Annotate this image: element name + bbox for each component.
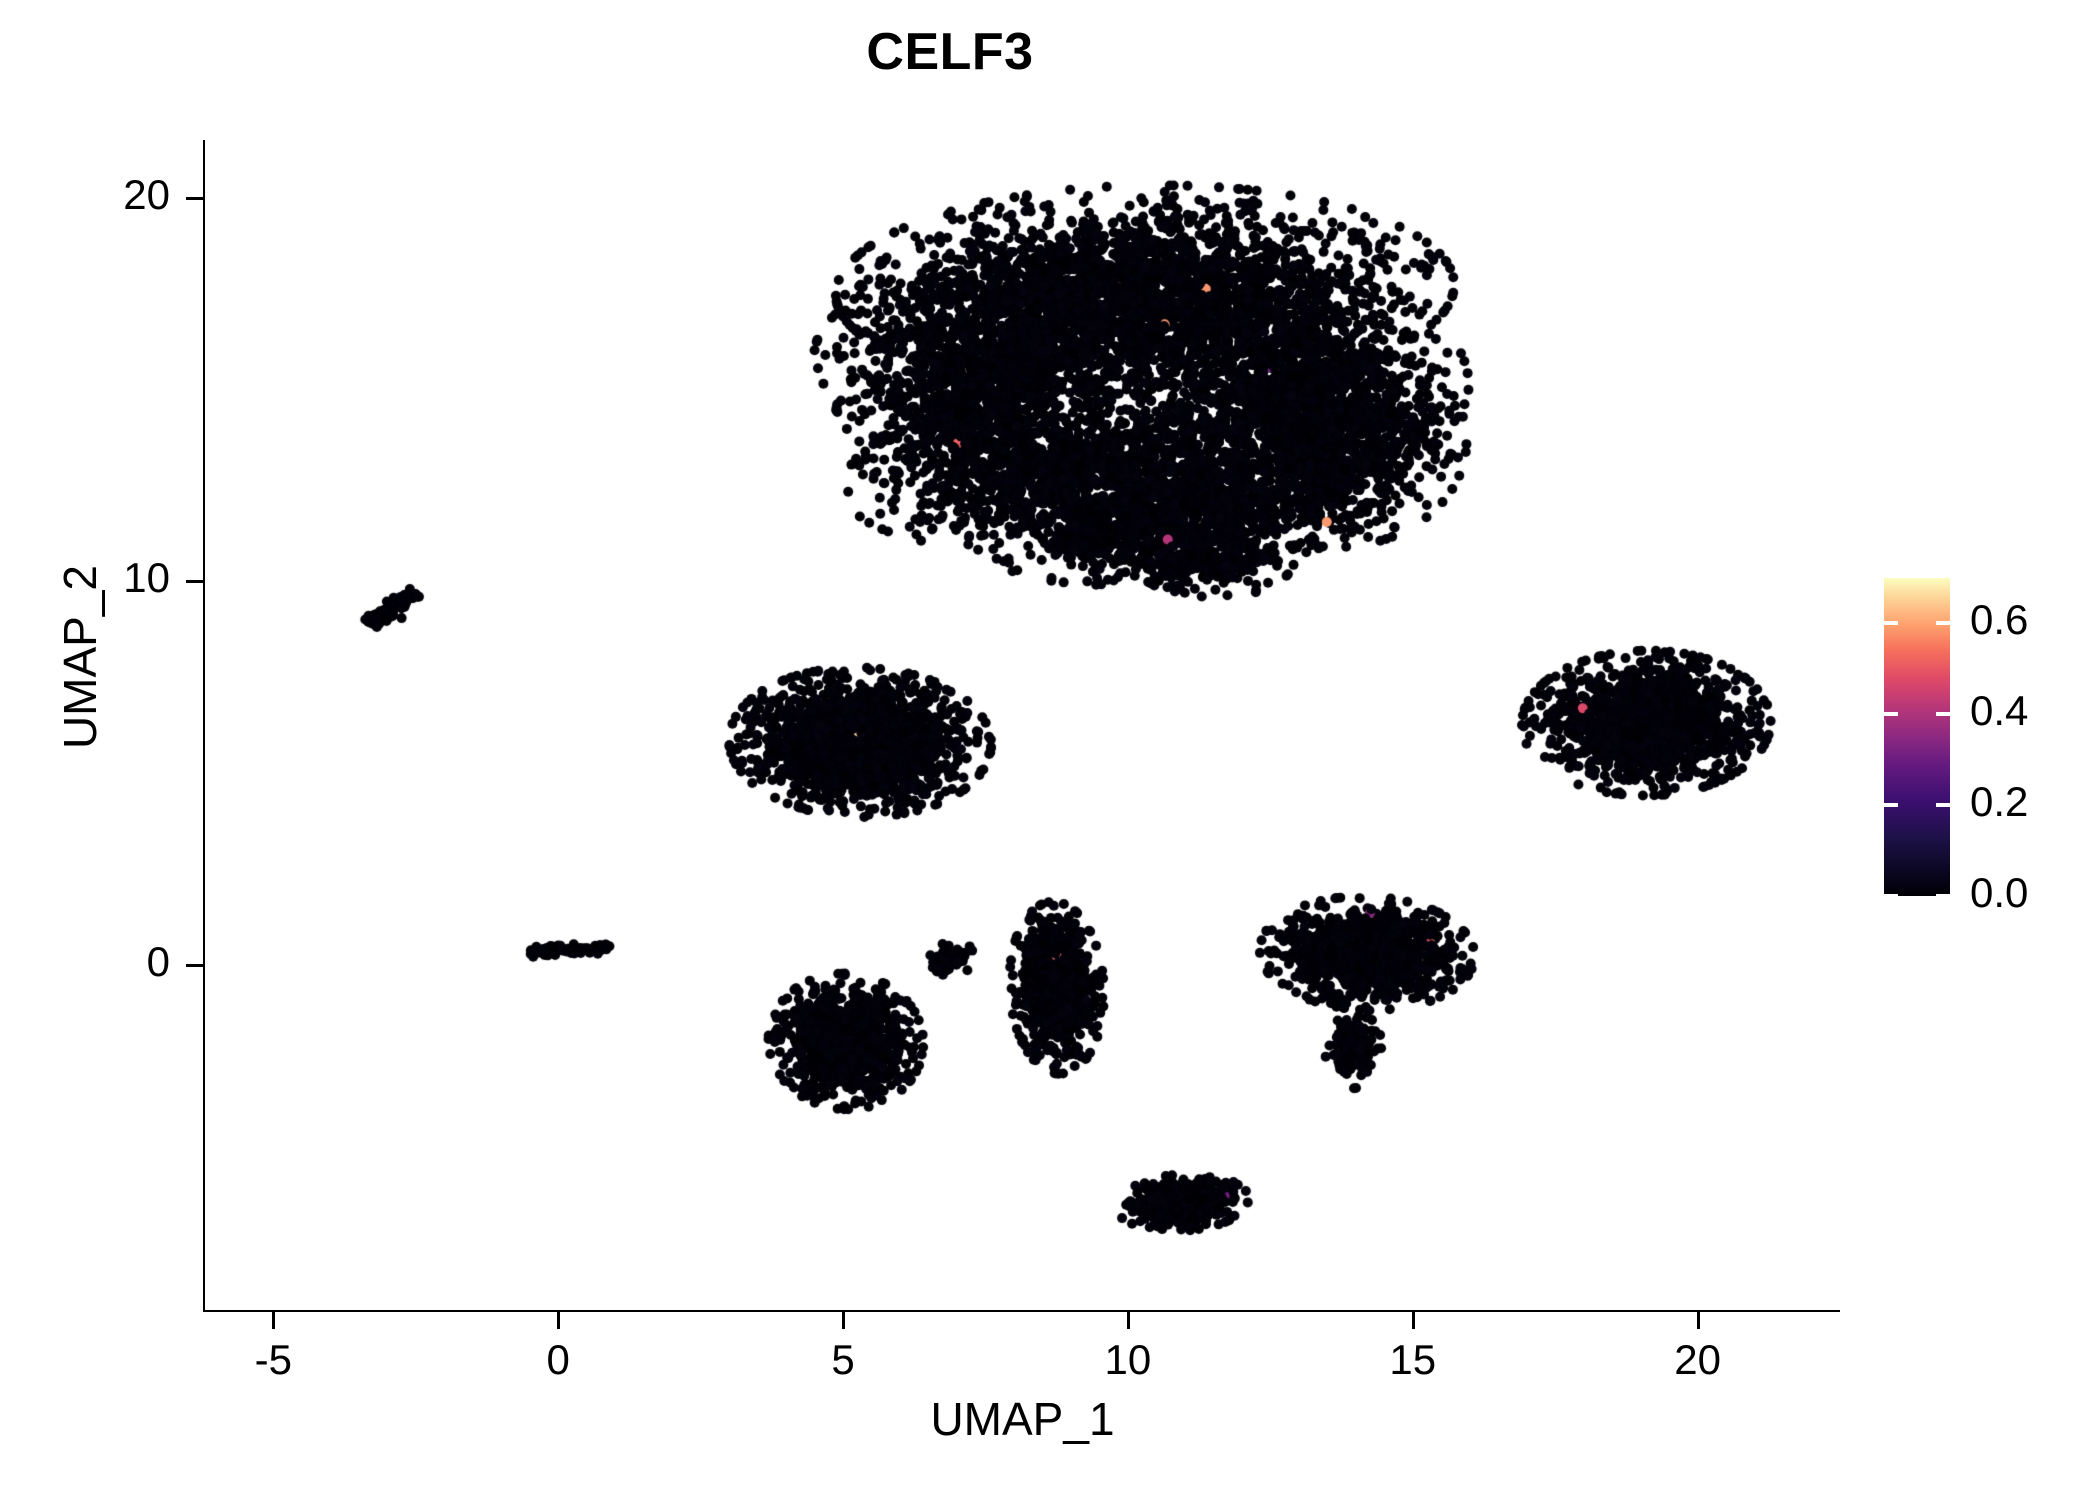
x-tick-label: 10 <box>1104 1336 1152 1383</box>
plot-panel <box>205 140 1840 1310</box>
x-tick-mark <box>1696 1312 1700 1329</box>
x-tick-label: 5 <box>831 1336 855 1383</box>
x-tick-label: 0 <box>546 1336 570 1383</box>
y-axis-title: UMAP_2 <box>54 564 106 750</box>
colorbar-tick-label: 0.2 <box>1970 778 2029 826</box>
x-tick-mark <box>842 1312 846 1329</box>
colorbar-tick <box>1884 894 1898 898</box>
y-tick-label: 20 <box>123 170 170 218</box>
x-tick-mark <box>1126 1312 1130 1329</box>
colorbar-legend: 0.6 0.4 0.2 0.0 <box>1884 578 2084 916</box>
colorbar-tick-label: 0.6 <box>1970 596 2029 644</box>
y-tick-label: 10 <box>123 554 170 602</box>
colorbar-tick <box>1936 894 1950 898</box>
colorbar-tick <box>1936 803 1950 808</box>
colorbar-tick <box>1936 621 1950 626</box>
colorbar-tick <box>1884 621 1898 626</box>
colorbar-tick-label: 0.4 <box>1970 687 2029 735</box>
y-tick-mark <box>186 580 203 584</box>
x-tick-mark <box>1411 1312 1415 1329</box>
x-tick-mark <box>272 1312 276 1329</box>
x-tick-label: 15 <box>1389 1336 1437 1383</box>
colorbar-tick <box>1936 712 1950 717</box>
colorbar-tick-label: 0.0 <box>1970 869 2029 916</box>
page-title: CELF3 <box>866 23 1034 81</box>
x-tick-label: -5 <box>254 1336 293 1383</box>
x-axis-title: UMAP_1 <box>930 1393 1115 1445</box>
y-tick-label: 0 <box>146 937 170 985</box>
x-axis-line <box>203 1308 1840 1312</box>
y-tick-mark <box>186 196 203 200</box>
x-tick-label: 20 <box>1674 1336 1721 1383</box>
colorbar-tick <box>1884 712 1898 717</box>
scatter-canvas <box>205 140 1840 1310</box>
colorbar-tick <box>1884 803 1898 808</box>
colorbar-gradient <box>1884 578 1950 896</box>
y-tick-mark <box>186 963 203 967</box>
x-tick-mark <box>557 1312 561 1329</box>
